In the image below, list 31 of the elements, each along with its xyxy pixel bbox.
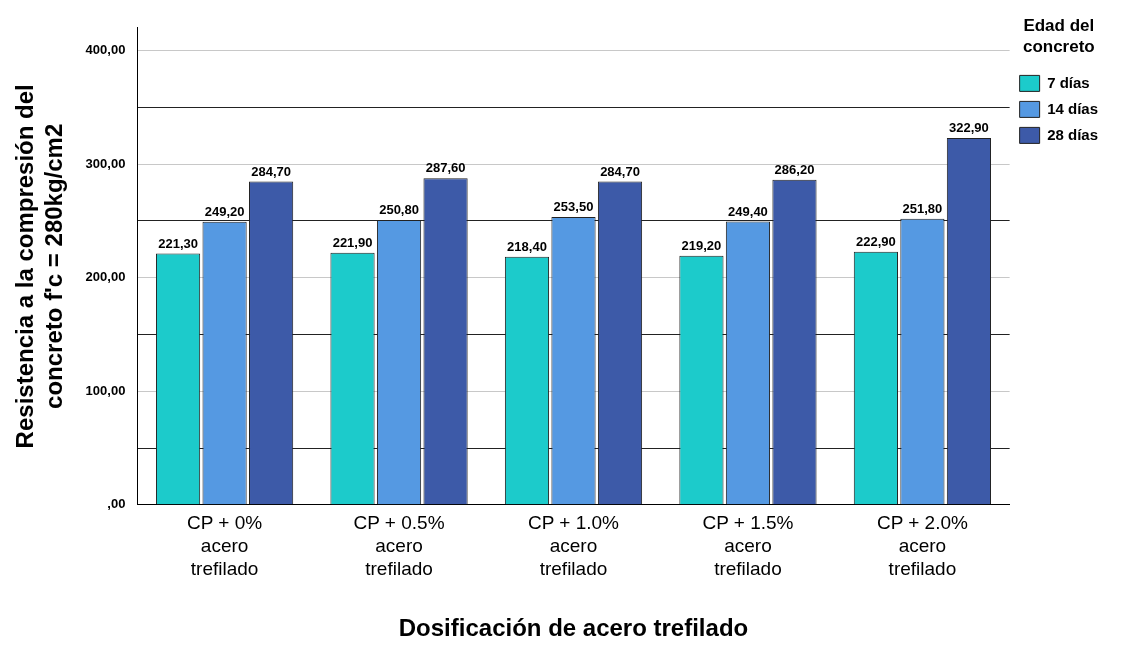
x-axis-title: Dosificación de acero trefilado xyxy=(398,614,749,642)
y-tick-label: 100,00 xyxy=(85,382,126,398)
data-label: 284,70 xyxy=(600,163,640,179)
x-tick-label: CP + 2.0% acero trefilado xyxy=(876,512,969,580)
data-label: 251,80 xyxy=(902,200,943,216)
y-tick-label: 400,00 xyxy=(85,42,126,58)
y-tick-label: 200,00 xyxy=(85,269,126,285)
data-label: 249,20 xyxy=(204,203,245,219)
x-tick-label: CP + 1.0% acero trefilado xyxy=(527,512,620,580)
legend-title: Edad del concreto xyxy=(1022,16,1095,56)
data-label: 284,70 xyxy=(251,163,291,179)
legend-label: 14 días xyxy=(1047,99,1099,117)
y-axis-title: Resistencia a la compresión del concreto f'c = 280kg/cm2 xyxy=(11,84,67,449)
data-label: 322,90 xyxy=(949,120,989,136)
data-label: 219,20 xyxy=(681,237,722,253)
data-label: 250,80 xyxy=(379,202,419,218)
legend-label: 28 días xyxy=(1047,125,1099,143)
x-tick-label: CP + 0.5% acero trefilado xyxy=(353,512,445,580)
data-label: 286,20 xyxy=(774,161,815,177)
legend-label: 7 días xyxy=(1047,73,1090,91)
y-tick-label: ,00 xyxy=(107,496,126,512)
data-label: 221,90 xyxy=(332,234,373,250)
data-label: 218,40 xyxy=(507,238,547,254)
x-tick-label: CP + 0% acero trefilado xyxy=(187,512,263,580)
data-label: 221,30 xyxy=(158,235,198,251)
x-tick-label: CP + 1.5% acero trefilado xyxy=(702,512,794,580)
y-tick-label: 300,00 xyxy=(85,155,126,171)
data-label: 253,50 xyxy=(553,198,594,214)
data-label: 222,90 xyxy=(856,233,896,249)
data-label: 287,60 xyxy=(425,160,466,176)
data-label: 249,40 xyxy=(728,203,768,219)
